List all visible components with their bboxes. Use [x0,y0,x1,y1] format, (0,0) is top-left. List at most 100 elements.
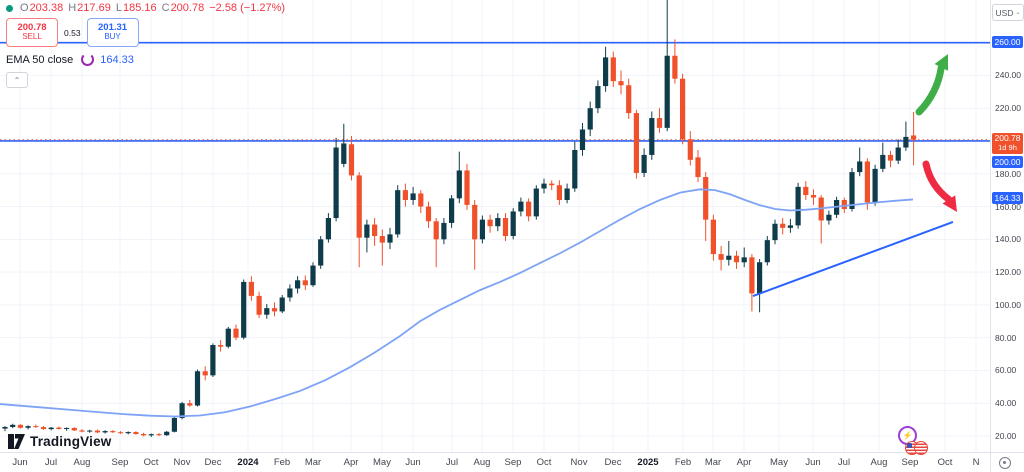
time-tick-label: May [770,457,788,468]
legend-collapse-button[interactable]: ⌃ [6,72,28,88]
candle [295,276,301,294]
candle [911,111,917,166]
price-tick-label: 120.00 [995,267,1021,278]
candle [726,240,732,266]
candle [587,101,593,137]
indicator-title: EMA 50 close [6,53,74,66]
candle [857,147,863,177]
candle [318,236,324,269]
candle [225,327,231,349]
candle [341,123,347,168]
time-settings-icon[interactable] [999,457,1011,469]
candle [348,136,355,181]
time-axis[interactable]: Jun Jul Aug Sep Oct Nov Dec 2024 Feb Mar Apr May Jun… [0,452,990,472]
open-value: 203.38 [29,2,64,14]
time-tick-label: Mar [704,457,722,468]
ema-50-line[interactable] [0,188,914,418]
candle [864,158,870,210]
price-axis[interactable]: 240.00 220.00 180.00 160.00 140.00 120.00 100.… [990,0,1024,452]
time-tick-year: 2024 [237,457,259,468]
support-trendline[interactable] [752,221,954,297]
candle [233,324,239,341]
candle [425,201,432,228]
indicator-row[interactable]: EMA 50 close 164.33 [6,53,285,66]
indicator-loading-icon [81,53,95,66]
currency-label: USD [995,7,1014,18]
candle [872,164,878,206]
sell-label: SELL [22,32,42,42]
candle [672,39,678,84]
candle [364,219,370,253]
candle [749,254,755,312]
candle [803,181,809,200]
candle [194,369,201,407]
candle [456,151,462,204]
candle [64,427,70,431]
candle [164,431,170,436]
price-tick-label: 140.00 [995,234,1021,245]
sell-button[interactable]: 200.78 SELL [6,18,58,47]
candle [25,425,31,430]
chevron-up-icon: ⌃ [13,75,21,85]
time-tick-label: Jun [805,457,821,468]
chart-legend: O 203.38 H 217.69 L 185.16 C 200.78 −2.58 (−… [6,2,285,88]
tradingview-logo[interactable]: TradingView [8,434,111,449]
candle [895,139,901,164]
candle [572,141,578,192]
time-tick-label: Nov [570,457,588,468]
candle [887,150,894,168]
time-tick-label: Feb [273,457,291,468]
candle [271,302,278,317]
change-value: −2.58 (−1.27%) [209,2,286,14]
candle [171,416,177,433]
candle [610,51,616,87]
candle [780,218,786,235]
candle [772,219,778,245]
candle [395,185,401,238]
buy-button[interactable]: 201.31 BUY [86,18,139,47]
bearish-arrow[interactable] [922,160,957,212]
candle [826,210,832,225]
flags-sticker-icon[interactable] [905,441,928,455]
candle [526,198,532,222]
candle [48,426,54,431]
candle [818,195,824,244]
spread-value: 0.53 [64,27,81,38]
bullish-arrow[interactable] [915,54,948,116]
time-tick-label: Mar [304,457,322,468]
candle [664,0,670,132]
candle [33,424,39,428]
candle [603,46,609,92]
time-tick-label: Apr [343,457,359,468]
tradingview-logo-text: TradingView [30,434,112,449]
candle [649,111,655,160]
time-tick-label: Aug [73,457,91,468]
candle [695,149,701,182]
candle [218,340,224,352]
time-tick-label: Sep [111,457,129,468]
current-price-badge[interactable]: 200.78 1d 9h [992,132,1023,155]
candle [741,247,747,268]
candle [502,213,509,241]
candle [556,180,562,205]
price-tick-label: 40.00 [995,398,1017,409]
candle [10,423,16,429]
candle [325,213,331,243]
price-level-badge-200[interactable]: 200.00 [992,155,1023,168]
time-tick-label: Oct [143,457,159,468]
chart-plot-area[interactable]: O 203.38 H 217.69 L 185.16 C 200.78 −2.58 (−… [0,0,990,455]
candle [656,108,663,133]
candle [210,343,216,377]
candle [56,426,62,430]
low-label: L [115,2,122,14]
candle [287,284,293,302]
candle [641,148,647,178]
candle [579,122,586,156]
candle [687,131,693,166]
candle [79,429,85,433]
currency-selector[interactable]: USD ⌄ [992,4,1024,21]
time-tick-label: Jun [12,457,28,468]
open-label: O [20,2,29,14]
lightning-icon: ⚡ [902,431,913,440]
price-level-badge-260[interactable]: 260.00 [992,35,1023,48]
